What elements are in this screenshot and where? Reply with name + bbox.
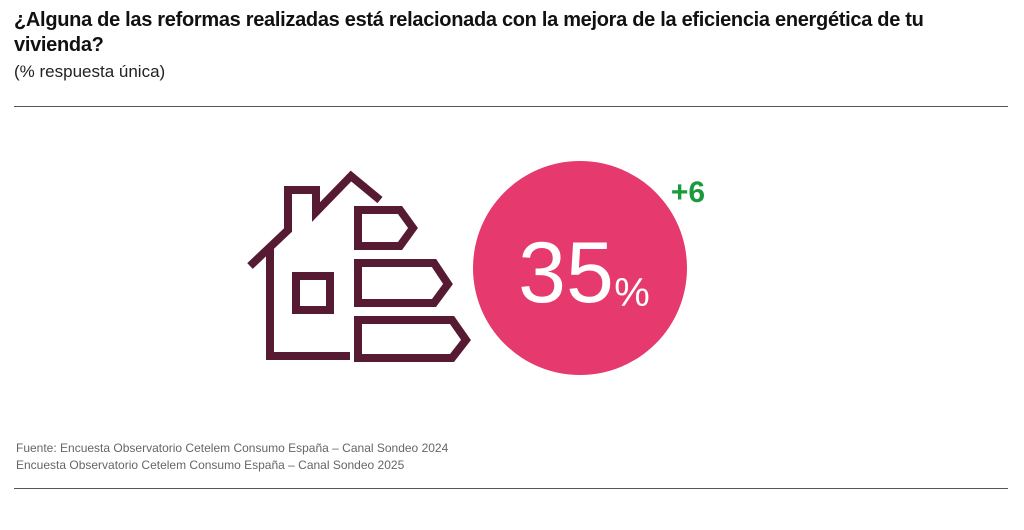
house-icon <box>247 170 471 362</box>
value-circle <box>473 161 687 375</box>
title: ¿Alguna de las reformas realizadas está … <box>14 9 924 56</box>
divider <box>14 106 1008 107</box>
source-line: Fuente: Encuesta Observatorio Cetelem Co… <box>16 441 449 455</box>
change: +6 <box>671 176 705 209</box>
value-unit: % <box>614 271 650 315</box>
source: Fuente: Encuesta Observatorio Cetelem Co… <box>16 440 448 474</box>
source-line: Encuesta Observatorio Cetelem Consumo Es… <box>16 458 405 472</box>
divider <box>14 488 1008 489</box>
subtitle: (% respuesta única) <box>14 62 166 81</box>
value: 35 <box>518 225 614 321</box>
